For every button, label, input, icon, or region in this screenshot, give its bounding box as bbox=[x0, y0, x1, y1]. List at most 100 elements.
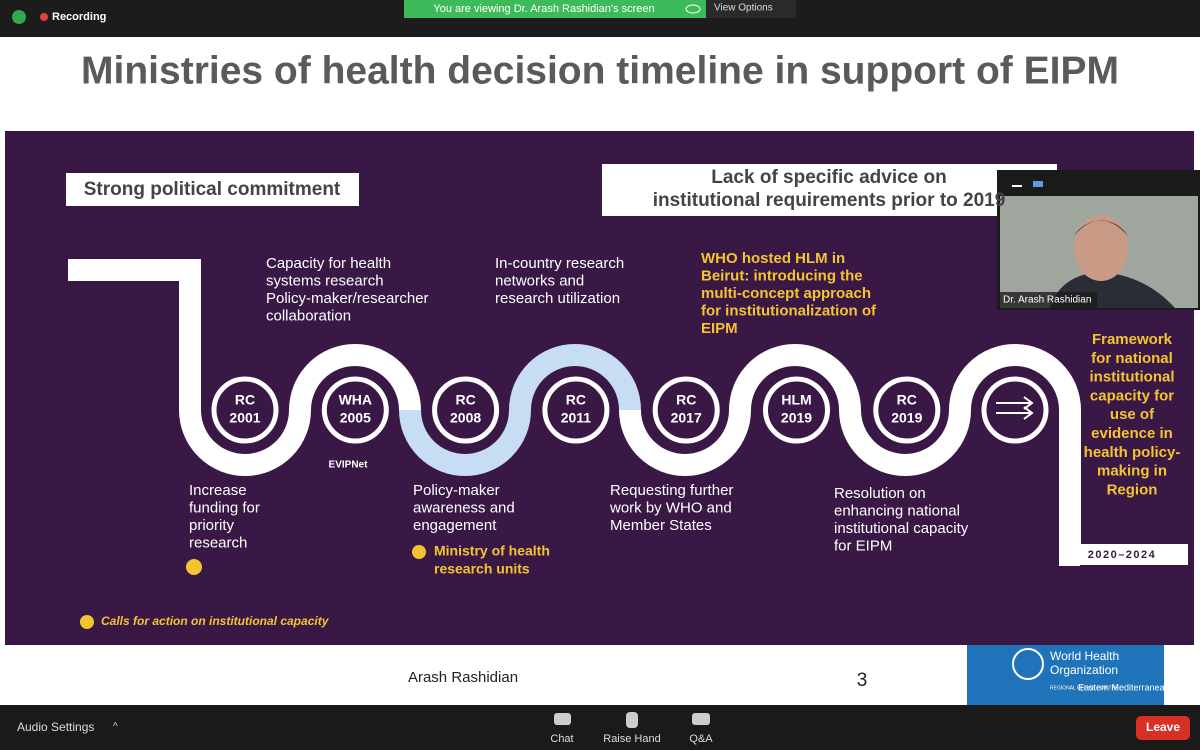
milestone-label: RC bbox=[897, 392, 917, 408]
share-banner bbox=[404, 0, 706, 18]
bottom-note: funding for bbox=[189, 499, 260, 516]
leave-button[interactable] bbox=[1136, 716, 1190, 740]
period-label: 2020–2024 bbox=[1088, 549, 1157, 561]
milestone-year: 2008 bbox=[450, 410, 481, 426]
framework-note: evidence in bbox=[1091, 425, 1173, 442]
who-logo-text: REGIONAL OFFICE FOR THE bbox=[1050, 685, 1119, 691]
milestone-year: 2011 bbox=[561, 410, 592, 426]
raise-hand-icon[interactable] bbox=[626, 712, 638, 728]
framework-icon bbox=[981, 376, 1049, 444]
milestone-year: 2017 bbox=[671, 410, 702, 426]
bottom-note: Increase bbox=[189, 482, 247, 499]
milestone-label: RC bbox=[455, 392, 475, 408]
milestone-year: 2019 bbox=[891, 410, 922, 426]
bottom-note: Policy-maker bbox=[413, 482, 500, 499]
who-logo-text: Eastern Mediterranean bbox=[1078, 682, 1170, 692]
cloud-icon bbox=[685, 4, 701, 14]
framework-note: institutional bbox=[1090, 369, 1175, 386]
milestone-circle bbox=[873, 376, 941, 444]
bottom-note: work by WHO and bbox=[609, 499, 732, 516]
bottom-note: enhancing national bbox=[834, 502, 960, 519]
who-logo-text: Organization bbox=[1050, 663, 1118, 677]
bottom-note: for EIPM bbox=[834, 537, 892, 554]
bottom-bar bbox=[0, 705, 1200, 750]
view-icon[interactable] bbox=[1033, 181, 1043, 187]
top-note: systems research bbox=[266, 272, 384, 289]
commitment-text: Strong political commitment bbox=[84, 179, 341, 200]
qa-label[interactable]: Q&A bbox=[689, 733, 713, 745]
framework-note: making in bbox=[1097, 463, 1167, 480]
milestone-label: WHA bbox=[339, 392, 372, 408]
commitment-box bbox=[66, 173, 359, 206]
top-note: Beirut: introducing the bbox=[701, 267, 863, 284]
top-note: In-country research bbox=[495, 255, 624, 272]
milestone-circle bbox=[321, 376, 389, 444]
audio-settings[interactable]: Audio Settings bbox=[17, 720, 94, 734]
period-box bbox=[1060, 544, 1188, 565]
arrows-icon bbox=[996, 396, 1034, 420]
bottom-note: awareness and bbox=[413, 499, 515, 516]
bottom-note: Member States bbox=[610, 517, 712, 534]
slide-title: Ministries of health decision timeline i… bbox=[81, 49, 1119, 92]
framework-note: capacity for bbox=[1090, 387, 1174, 404]
bottom-note: research bbox=[189, 534, 247, 551]
milestone-label: HLM bbox=[781, 392, 811, 408]
video-name-bg bbox=[1000, 292, 1097, 308]
top-note: multi-concept approach bbox=[701, 285, 871, 302]
milestone-year: 2005 bbox=[340, 410, 371, 426]
raise-hand-label[interactable]: Raise Hand bbox=[603, 733, 660, 745]
minimize-icon[interactable] bbox=[1012, 185, 1022, 187]
who-logo bbox=[967, 645, 1164, 705]
milestone-circle bbox=[542, 376, 610, 444]
who-emblem bbox=[1012, 648, 1044, 680]
bottom-note: priority bbox=[189, 517, 235, 534]
top-note: WHO hosted HLM in bbox=[701, 250, 845, 267]
milestone-label: RC bbox=[676, 392, 696, 408]
share-banner-text: You are viewing Dr. Arash Rashidian's sc… bbox=[433, 3, 654, 15]
framework-note: use of bbox=[1110, 406, 1155, 423]
milestone-label: RC bbox=[235, 392, 255, 408]
bottom-note: institutional capacity bbox=[834, 520, 969, 537]
top-note: for institutionalization of bbox=[701, 302, 877, 319]
lack-advice-text: institutional requirements prior to 2019 bbox=[653, 190, 1006, 211]
presenter-name: Arash Rashidian bbox=[408, 669, 518, 686]
top-note: Capacity for health bbox=[266, 255, 391, 272]
person-head bbox=[1074, 215, 1128, 281]
ministry-units-note: Ministry of health bbox=[434, 543, 550, 559]
qa-icon[interactable] bbox=[692, 713, 710, 725]
ministry-units-note: research units bbox=[434, 561, 530, 577]
audio-caret[interactable]: ^ bbox=[113, 722, 118, 733]
chat-icon[interactable] bbox=[554, 713, 571, 725]
road bbox=[68, 259, 1081, 566]
bottom-note: Resolution on bbox=[834, 485, 926, 502]
recording-label: Recording bbox=[52, 11, 106, 23]
top-note: Policy-maker/researcher bbox=[266, 290, 429, 307]
framework-note: Framework bbox=[1092, 331, 1173, 348]
legend-label: Calls for action on institutional capaci… bbox=[101, 614, 330, 628]
top-note: collaboration bbox=[266, 307, 351, 324]
person-hair bbox=[1074, 220, 1128, 236]
milestone-circle bbox=[211, 376, 279, 444]
milestone-year: 2019 bbox=[781, 410, 812, 426]
video-name: Dr. Arash Rashidian bbox=[1003, 295, 1091, 306]
legend-dot bbox=[80, 615, 94, 629]
top-note: research utilization bbox=[495, 290, 620, 307]
call-dot bbox=[186, 559, 202, 575]
milestone-circle bbox=[652, 376, 720, 444]
chat-label[interactable]: Chat bbox=[550, 733, 573, 745]
page-number: 3 bbox=[857, 670, 868, 691]
leave-label: Leave bbox=[1146, 720, 1180, 734]
milestone-circle bbox=[432, 376, 500, 444]
view-options[interactable] bbox=[706, 0, 796, 18]
year-2019-label: 2019 bbox=[781, 349, 809, 360]
lack-advice-text: Lack of specific advice on bbox=[711, 167, 946, 188]
framework-note: for national bbox=[1091, 350, 1173, 367]
road-segment bbox=[68, 259, 421, 476]
top-note: EIPM bbox=[701, 320, 738, 337]
road-segment bbox=[619, 344, 1081, 566]
milestone-circle bbox=[763, 376, 830, 444]
view-options-text: View Options bbox=[714, 3, 773, 14]
recording-dot bbox=[40, 13, 48, 21]
